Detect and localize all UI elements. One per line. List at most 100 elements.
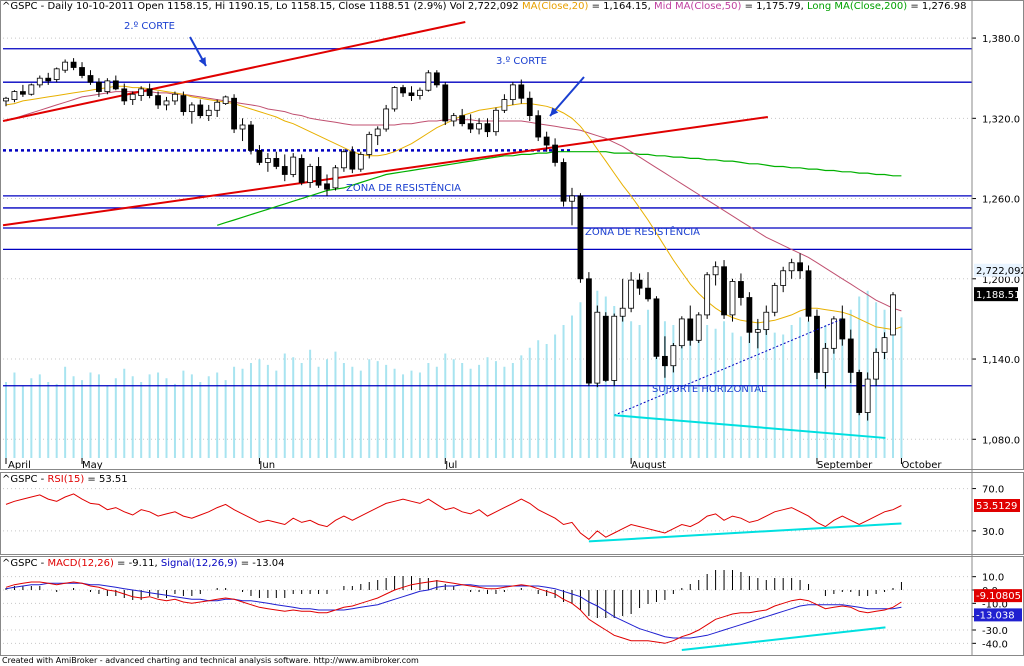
candle-up [611,315,618,381]
rsi-header: ^GSPC - RSI(15) = 53.51 [2,474,128,485]
candle-down [96,81,102,92]
signal-value-bg [974,608,1022,622]
candle-up [594,311,601,384]
arrow-third-cut [549,76,585,117]
candle-down [484,123,491,133]
candle-down [315,166,322,186]
macd-tick-label: 10.0 [982,573,1004,584]
candle-down [180,95,187,113]
signal-line [5,582,902,639]
price-header: ^GSPC - Daily 10-10-2011 Open 1158.15, H… [2,1,966,12]
candle-down [281,166,288,175]
candle-down [602,315,609,381]
ma50-value: = 1,175.79, [741,1,808,12]
chart-annotation: ZONA DE RESISTÊNCIA [346,181,461,194]
month-label: April [8,460,31,471]
month-label: August [631,460,666,471]
candle-up [881,337,888,353]
candle-up [873,351,880,380]
macd-tick-label: -40.0 [982,639,1008,650]
candle-up [493,109,499,133]
candle-down [467,123,474,130]
trendline-lower [2,115,768,227]
candle-up [307,166,314,183]
candle-up [628,279,635,309]
candle-up [712,266,719,276]
macd-value: = -9.11, [113,558,161,569]
macd-last-value: -9.10805 [976,591,1021,602]
candle-up [678,318,685,347]
candle-up [366,133,373,155]
candle-down [349,151,356,170]
candle-up [890,294,896,336]
rsi-value: = 53.51 [84,474,128,485]
rsi-cyan-trendline [588,522,902,543]
candle-down [231,97,237,130]
candle-down [577,195,584,280]
candle-down [746,297,753,333]
candle-up [214,101,221,111]
candle-down [543,136,550,146]
candle-up [341,151,347,169]
candle-down [526,97,533,117]
candle-down [408,92,415,96]
month-label: Jun [258,460,275,471]
candle-up [264,158,271,163]
candle-up [332,167,339,189]
candle-up [763,311,770,331]
quote-info: - Daily 10-10-2011 Open 1158.15, Hi 1190… [37,1,522,12]
candle-down [121,88,128,102]
candle-up [450,115,457,122]
candle-up [425,72,432,91]
macd-tick-label: -30.0 [982,626,1008,637]
chart-annotation: ZONA DE RESISTÊNCIA [585,225,700,238]
macd-label: MACD(12,26) [47,558,114,569]
cyan-support-line [614,414,886,439]
candle-up [830,318,837,349]
footer-credit: Created with AmiBroker - advanced charti… [2,656,419,665]
signal-value: = -13.04 [237,558,285,569]
candle-up [62,61,69,71]
candle-down [197,104,204,117]
candle-up [129,93,136,100]
candle-up [780,270,787,286]
candle-up [476,123,482,130]
candle-down [298,158,305,183]
candle-up [11,91,18,100]
ma20-value: = 1,164.15, [588,1,655,12]
month-label: Jul [444,460,457,471]
symbol-label: ^GSPC [2,1,38,12]
candle-up [619,307,626,317]
candle-down [112,80,119,90]
candle-down [79,67,85,76]
candle-up [138,88,145,96]
price-tick-label: 1,320.0 [982,114,1020,125]
candle-up [374,128,381,137]
last-price-bg [974,287,1018,302]
signal-label: Signal(12,26,9) [160,558,238,569]
candle-down [45,77,52,82]
candle-up [357,154,364,170]
signal-last-value: -13.038 [976,610,1015,621]
candle-down [645,287,651,300]
rsi-label: RSI(15) [47,474,85,485]
rsi-tick-label: 30.0 [982,527,1004,538]
candle-down [687,318,694,341]
candle-up [771,285,778,313]
candle-down [636,279,643,289]
candle-down [662,355,668,367]
candle-down [19,91,26,95]
candle-up [864,378,871,413]
candle-down [805,270,812,317]
candle-up [670,345,677,367]
chart-annotation: 2.º CORTE [124,21,175,32]
candle-up [509,84,516,100]
candle-up [163,100,170,106]
candle-up [391,87,398,110]
candle-up [695,314,702,341]
candle-up [3,97,9,102]
macd-frame [0,556,1024,656]
candle-up [704,274,711,316]
rsi-last-value: 53.5129 [976,501,1017,512]
